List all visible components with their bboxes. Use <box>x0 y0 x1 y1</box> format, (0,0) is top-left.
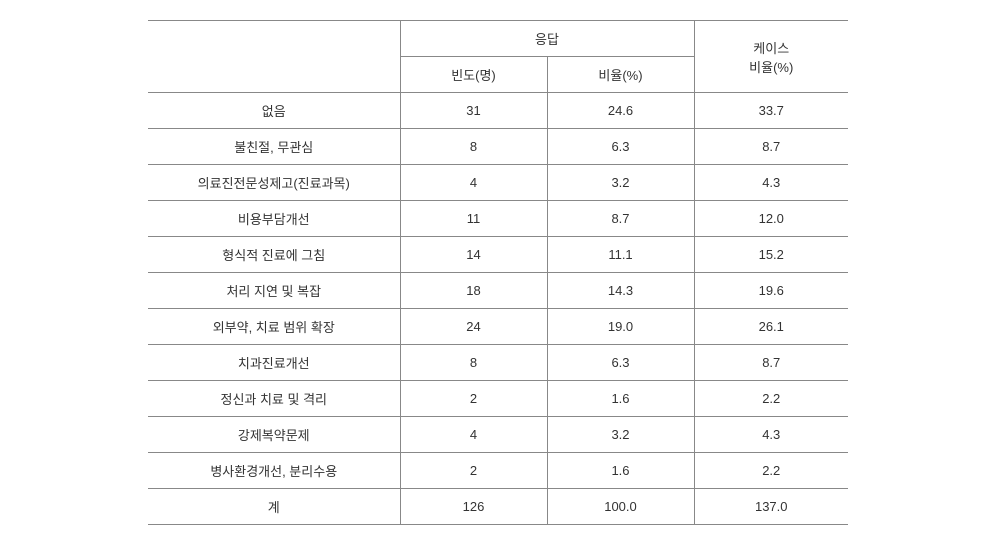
cell-case-percentage: 19.6 <box>694 273 848 309</box>
cell-frequency: 11 <box>400 201 547 237</box>
cell-frequency: 8 <box>400 129 547 165</box>
cell-frequency: 8 <box>400 345 547 381</box>
cell-label: 강제복약문제 <box>148 417 400 453</box>
cell-case-percentage: 8.7 <box>694 129 848 165</box>
cell-label: 치과진료개선 <box>148 345 400 381</box>
cell-percentage: 11.1 <box>547 237 694 273</box>
cell-case-percentage: 2.2 <box>694 453 848 489</box>
header-response-group: 응답 <box>400 21 694 57</box>
cell-percentage: 8.7 <box>547 201 694 237</box>
cell-percentage: 14.3 <box>547 273 694 309</box>
table-row: 외부약, 치료 범위 확장2419.026.1 <box>148 309 848 345</box>
cell-case-percentage: 137.0 <box>694 489 848 525</box>
cell-label: 외부약, 치료 범위 확장 <box>148 309 400 345</box>
cell-case-percentage: 33.7 <box>694 93 848 129</box>
cell-percentage: 6.3 <box>547 345 694 381</box>
cell-percentage: 19.0 <box>547 309 694 345</box>
table-row: 형식적 진료에 그침1411.115.2 <box>148 237 848 273</box>
cell-label: 형식적 진료에 그침 <box>148 237 400 273</box>
cell-frequency: 18 <box>400 273 547 309</box>
cell-percentage: 6.3 <box>547 129 694 165</box>
header-blank <box>148 21 400 93</box>
cell-label: 정신과 치료 및 격리 <box>148 381 400 417</box>
cell-case-percentage: 15.2 <box>694 237 848 273</box>
cell-case-percentage: 4.3 <box>694 417 848 453</box>
cell-case-percentage: 12.0 <box>694 201 848 237</box>
header-percentage: 비율(%) <box>547 57 694 93</box>
table-row: 불친절, 무관심86.38.7 <box>148 129 848 165</box>
data-table: 응답 케이스 비율(%) 빈도(명) 비율(%) 없음3124.633.7불친절… <box>148 20 848 525</box>
cell-frequency: 31 <box>400 93 547 129</box>
cell-percentage: 1.6 <box>547 381 694 417</box>
cell-frequency: 4 <box>400 417 547 453</box>
table-body: 없음3124.633.7불친절, 무관심86.38.7의료진전문성제고(진료과목… <box>148 93 848 525</box>
cell-case-percentage: 2.2 <box>694 381 848 417</box>
table-row: 처리 지연 및 복잡1814.319.6 <box>148 273 848 309</box>
cell-label: 불친절, 무관심 <box>148 129 400 165</box>
table-header: 응답 케이스 비율(%) 빈도(명) 비율(%) <box>148 21 848 93</box>
cell-label: 병사환경개선, 분리수용 <box>148 453 400 489</box>
table-row: 계126100.0137.0 <box>148 489 848 525</box>
cell-frequency: 2 <box>400 381 547 417</box>
cell-frequency: 14 <box>400 237 547 273</box>
header-frequency: 빈도(명) <box>400 57 547 93</box>
cell-percentage: 3.2 <box>547 165 694 201</box>
cell-frequency: 4 <box>400 165 547 201</box>
data-table-container: 응답 케이스 비율(%) 빈도(명) 비율(%) 없음3124.633.7불친절… <box>148 20 848 525</box>
cell-label: 없음 <box>148 93 400 129</box>
cell-percentage: 100.0 <box>547 489 694 525</box>
cell-case-percentage: 26.1 <box>694 309 848 345</box>
cell-label: 비용부담개선 <box>148 201 400 237</box>
cell-percentage: 1.6 <box>547 453 694 489</box>
cell-percentage: 24.6 <box>547 93 694 129</box>
table-row: 비용부담개선118.712.0 <box>148 201 848 237</box>
table-row: 병사환경개선, 분리수용21.62.2 <box>148 453 848 489</box>
table-row: 의료진전문성제고(진료과목)43.24.3 <box>148 165 848 201</box>
cell-percentage: 3.2 <box>547 417 694 453</box>
cell-label: 의료진전문성제고(진료과목) <box>148 165 400 201</box>
cell-frequency: 2 <box>400 453 547 489</box>
cell-label: 처리 지연 및 복잡 <box>148 273 400 309</box>
table-row: 없음3124.633.7 <box>148 93 848 129</box>
cell-case-percentage: 4.3 <box>694 165 848 201</box>
table-row: 정신과 치료 및 격리21.62.2 <box>148 381 848 417</box>
header-case-percentage: 케이스 비율(%) <box>694 21 848 93</box>
cell-frequency: 126 <box>400 489 547 525</box>
cell-frequency: 24 <box>400 309 547 345</box>
cell-case-percentage: 8.7 <box>694 345 848 381</box>
table-row: 강제복약문제43.24.3 <box>148 417 848 453</box>
table-row: 치과진료개선86.38.7 <box>148 345 848 381</box>
cell-label: 계 <box>148 489 400 525</box>
